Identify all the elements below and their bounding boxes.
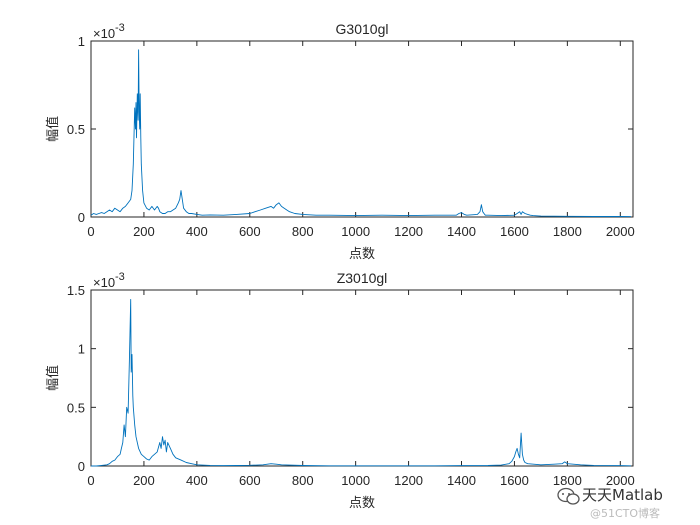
x-axis-label: 点数: [349, 495, 375, 510]
plot-area: [90, 40, 634, 218]
y-tick-label: 0.5: [67, 400, 85, 415]
y-tick-label: 1.5: [67, 283, 85, 298]
x-tick-label: 1800: [553, 224, 582, 239]
x-tick-label: 1400: [447, 473, 476, 488]
watermark-secondary: @51CTO博客: [590, 506, 660, 520]
x-tick-label: 400: [186, 224, 208, 239]
subplot-g3010gl: G3010gl 点数 幅值 ×10 -3 0 200 400 600 800 1000 12…: [45, 21, 635, 261]
subplot-z3010gl: Z3010gl 点数 幅值 ×10 -3 0 200 400 600 800 1000 12…: [45, 270, 635, 510]
x-tick-label: 600: [239, 224, 261, 239]
x-tick-label: 1000: [341, 224, 370, 239]
series-line: [91, 298, 631, 467]
watermark-primary: 天天Matlab: [582, 486, 663, 504]
x-tick-label: 1200: [394, 473, 423, 488]
y-tick-label: 0.5: [67, 122, 85, 137]
x-tick-label: 800: [292, 473, 314, 488]
x-tick-label: 200: [133, 473, 155, 488]
svg-text:×10: ×10: [93, 275, 115, 290]
x-tick-label: 1600: [500, 224, 529, 239]
wechat-icon: [557, 487, 580, 505]
x-tick-label: 2000: [606, 473, 635, 488]
y-exponent: ×10 -3: [93, 271, 125, 290]
x-tick-label: 600: [239, 473, 261, 488]
y-exponent-value: -3: [115, 271, 125, 283]
x-tick-label: 200: [133, 224, 155, 239]
series-line: [90, 49, 631, 218]
x-axis-label: 点数: [349, 246, 375, 261]
x-tick-label: 1200: [394, 224, 423, 239]
x-tick-label: 0: [87, 224, 94, 239]
y-exponent-value: -3: [115, 22, 125, 34]
x-tick-label: 0: [87, 473, 94, 488]
y-axis-label: 幅值: [45, 365, 60, 391]
x-tick-label: 1400: [447, 224, 476, 239]
y-tick-label: 1: [78, 34, 85, 49]
y-tick-label: 0: [78, 459, 85, 474]
x-tick-label: 1000: [341, 473, 370, 488]
y-tick-label: 1: [78, 342, 85, 357]
x-tick-label: 400: [186, 473, 208, 488]
y-tick-label: 0: [78, 210, 85, 225]
svg-text:×10: ×10: [93, 26, 115, 41]
plot-area: [90, 289, 634, 467]
x-tick-label: 1600: [500, 473, 529, 488]
y-axis-label: 幅值: [45, 116, 60, 142]
x-tick-label: 2000: [606, 224, 635, 239]
watermark: 天天Matlab @51CTO博客: [557, 485, 664, 520]
y-exponent: ×10 -3: [93, 22, 125, 41]
x-tick-label: 1800: [553, 473, 582, 488]
x-tick-label: 800: [292, 224, 314, 239]
chart-title: Z3010gl: [337, 270, 388, 286]
chart-title: G3010gl: [336, 21, 389, 37]
